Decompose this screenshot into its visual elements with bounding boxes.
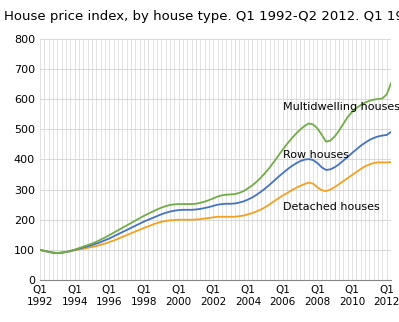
Text: Row houses: Row houses (282, 150, 349, 160)
Text: Detached houses: Detached houses (282, 202, 379, 212)
Text: Multidwelling houses: Multidwelling houses (282, 101, 399, 111)
Text: House price index, by house type. Q1 1992-Q2 2012. Q1 1992=100: House price index, by house type. Q1 199… (4, 10, 399, 23)
